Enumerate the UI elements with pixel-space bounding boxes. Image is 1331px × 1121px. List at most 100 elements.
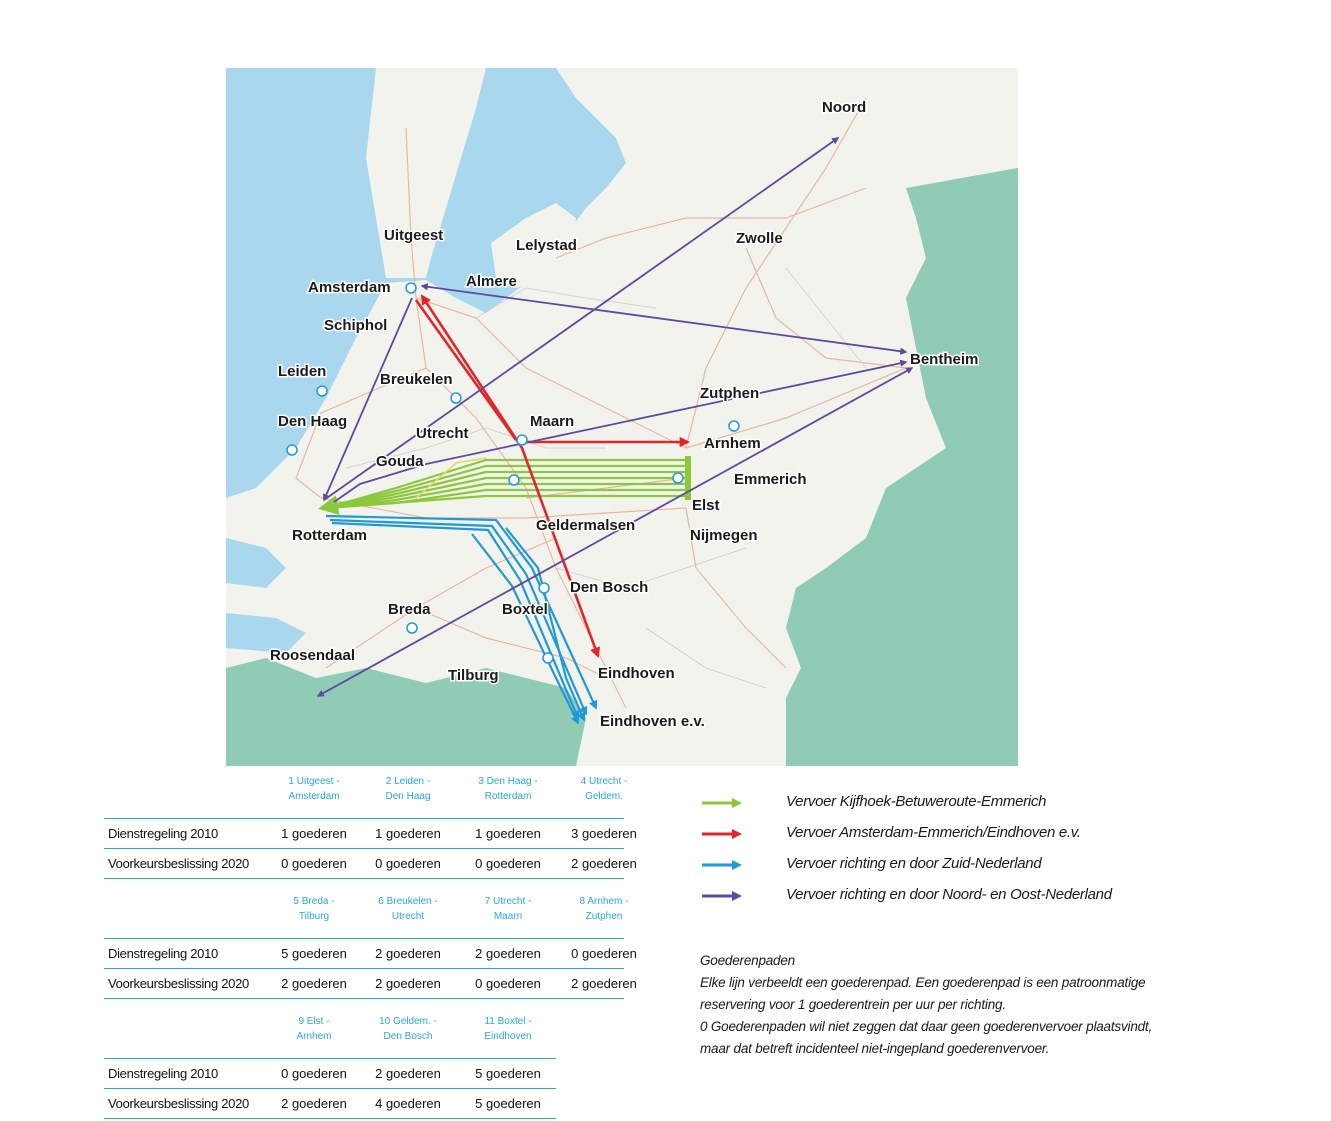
table-row: Dienstregeling 2010 1 goederen 1 goedere… bbox=[104, 818, 637, 848]
cell: 5 goederen bbox=[475, 1066, 541, 1081]
legend-item: Vervoer richting en door Zuid-Nederland bbox=[700, 852, 1300, 883]
explanation-note: Goederenpaden Elke lijn verbeeldt een go… bbox=[700, 950, 1290, 1060]
route-marker-2 bbox=[316, 385, 328, 397]
city-eindhoven-ev: Eindhoven e.v. bbox=[600, 713, 705, 730]
city-arnhem: Arnhem bbox=[704, 435, 761, 452]
legend: Vervoer Kijfhoek-Betuweroute-Emmerich Ve… bbox=[700, 790, 1300, 914]
red-arrow-icon bbox=[702, 829, 742, 839]
row-label: Voorkeursbeslissing 2020 bbox=[108, 856, 249, 871]
purple-path-bentheim-amsterdam bbox=[420, 283, 908, 355]
cell: 1 goederen bbox=[281, 826, 347, 841]
city-zutphen: Zutphen bbox=[700, 385, 759, 402]
north-holland-land bbox=[366, 68, 486, 278]
city-maarn: Maarn bbox=[530, 413, 574, 430]
route-marker-7 bbox=[516, 434, 528, 446]
col-header: 6 Breukelen - Utrecht bbox=[378, 896, 438, 922]
cell: 2 goederen bbox=[475, 946, 541, 961]
ijsselmeer bbox=[466, 108, 586, 278]
cell: 2 goederen bbox=[281, 976, 347, 991]
route-marker-4 bbox=[508, 474, 520, 486]
purple-routes bbox=[316, 137, 914, 697]
city-gouda: Gouda bbox=[376, 453, 424, 470]
table-row: Voorkeursbeslissing 2020 2 goederen 2 go… bbox=[104, 968, 637, 999]
col-header: 7 Utrecht - Maarn bbox=[484, 896, 532, 922]
legend-label: Vervoer Amsterdam-Emmerich/Eindhoven e.v… bbox=[786, 824, 1081, 841]
city-noord: Noord bbox=[822, 99, 866, 116]
table-block-2: 5 Breda - Tilburg 6 Breukelen - Utrecht … bbox=[104, 892, 637, 999]
city-zwolle: Zwolle bbox=[736, 230, 783, 247]
city-leiden: Leiden bbox=[278, 363, 326, 380]
note-line: reservering voor 1 goederentrein per uur… bbox=[700, 997, 1006, 1012]
note-title: Goederenpaden bbox=[700, 953, 795, 968]
city-rotterdam: Rotterdam bbox=[292, 527, 367, 544]
cell: 2 goederen bbox=[571, 976, 637, 991]
row-label: Voorkeursbeslissing 2020 bbox=[108, 976, 249, 991]
row-label: Dienstregeling 2010 bbox=[108, 1066, 218, 1081]
col-header: 9 Elst - Arnhem bbox=[296, 1016, 332, 1042]
col-header: 3 Den Haag - Rotterdam bbox=[478, 776, 538, 802]
city-amsterdam: Amsterdam bbox=[308, 279, 391, 296]
table-header: 5 Breda - Tilburg 6 Breukelen - Utrecht … bbox=[104, 892, 628, 938]
city-tilburg: Tilburg bbox=[448, 667, 499, 684]
city-boxtel: Boxtel bbox=[502, 601, 548, 618]
cell: 3 goederen bbox=[571, 826, 637, 841]
cell: 0 goederen bbox=[475, 856, 541, 871]
city-uitgeest: Uitgeest bbox=[384, 227, 443, 244]
legend-label: Vervoer Kijfhoek-Betuweroute-Emmerich bbox=[786, 793, 1047, 810]
route-markers bbox=[286, 282, 740, 664]
row-label: Voorkeursbeslissing 2020 bbox=[108, 1096, 249, 1111]
table-row: Dienstregeling 2010 5 goederen 2 goedere… bbox=[104, 938, 637, 968]
cell: 0 goederen bbox=[571, 946, 637, 961]
route-marker-8 bbox=[728, 420, 740, 432]
col-header: 11 Boxtel - Eindhoven bbox=[484, 1016, 532, 1042]
cell: 1 goederen bbox=[475, 826, 541, 841]
legend-label: Vervoer richting en door Noord- en Oost-… bbox=[786, 886, 1112, 903]
table-row: Voorkeursbeslissing 2020 0 goederen 0 go… bbox=[104, 848, 637, 879]
cell: 0 goederen bbox=[475, 976, 541, 991]
city-lelystad: Lelystad bbox=[516, 237, 577, 254]
cell: 0 goederen bbox=[281, 856, 347, 871]
cell: 1 goederen bbox=[375, 826, 441, 841]
row-label: Dienstregeling 2010 bbox=[108, 826, 218, 841]
route-marker-3 bbox=[286, 444, 298, 456]
cell: 2 goederen bbox=[571, 856, 637, 871]
city-schiphol: Schiphol bbox=[324, 317, 387, 334]
col-header: 8 Arnhem - Zutphen bbox=[579, 896, 629, 922]
table-row: Voorkeursbeslissing 2020 2 goederen 4 go… bbox=[104, 1088, 556, 1119]
cell: 2 goederen bbox=[375, 976, 441, 991]
cell: 0 goederen bbox=[281, 1066, 347, 1081]
route-marker-6 bbox=[450, 392, 462, 404]
legend-item: Vervoer richting en door Noord- en Oost-… bbox=[700, 883, 1300, 914]
city-elst: Elst bbox=[692, 497, 720, 514]
col-header: 2 Leiden - Den Haag bbox=[385, 776, 431, 802]
estuary-2 bbox=[226, 613, 306, 653]
route-marker-5 bbox=[406, 622, 418, 634]
cell: 2 goederen bbox=[375, 946, 441, 961]
note-line: maar dat betreft incidenteel niet-ingepl… bbox=[700, 1041, 1050, 1056]
city-almere: Almere bbox=[466, 273, 517, 290]
legend-item: Vervoer Kijfhoek-Betuweroute-Emmerich bbox=[700, 790, 1300, 821]
city-eindhoven: Eindhoven bbox=[598, 665, 675, 682]
cell: 5 goederen bbox=[281, 946, 347, 961]
city-geldermalsen: Geldermalsen bbox=[536, 517, 635, 534]
table-block-3: 9 Elst - Arnhem 10 Geldem. - Den Bosch 1… bbox=[104, 1012, 556, 1119]
route-marker-10 bbox=[538, 582, 550, 594]
city-den-bosch: Den Bosch bbox=[570, 579, 648, 596]
city-bentheim: Bentheim bbox=[910, 351, 978, 368]
city-roosendaal: Roosendaal bbox=[270, 647, 355, 664]
city-utrecht: Utrecht bbox=[416, 425, 469, 442]
cell: 5 goederen bbox=[475, 1096, 541, 1111]
legend-item: Vervoer Amsterdam-Emmerich/Eindhoven e.v… bbox=[700, 821, 1300, 852]
table-block-1: 1 Uitgeest - Amsterdam 2 Leiden - Den Ha… bbox=[104, 772, 637, 879]
cell: 2 goederen bbox=[281, 1096, 347, 1111]
purple-arrow-icon bbox=[702, 891, 742, 901]
table-header: 1 Uitgeest - Amsterdam 2 Leiden - Den Ha… bbox=[104, 772, 627, 818]
map-svg: Noord Uitgeest Lelystad Zwolle Amsterdam… bbox=[226, 68, 1018, 766]
city-emmerich: Emmerich bbox=[734, 471, 807, 488]
blue-arrow-icon bbox=[702, 860, 742, 870]
route-marker-1 bbox=[405, 282, 417, 294]
table-header: 9 Elst - Arnhem 10 Geldem. - Den Bosch 1… bbox=[104, 1012, 556, 1058]
city-nijmegen: Nijmegen bbox=[690, 527, 758, 544]
col-header: 1 Uitgeest - Amsterdam bbox=[288, 776, 340, 802]
rail-freight-map: Noord Uitgeest Lelystad Zwolle Amsterdam… bbox=[226, 68, 1018, 766]
